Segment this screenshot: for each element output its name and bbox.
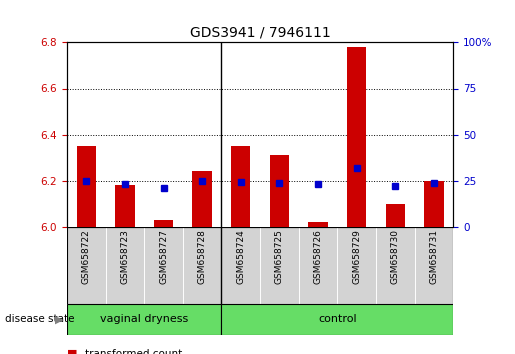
Text: GSM658730: GSM658730 — [391, 229, 400, 284]
Text: GSM658725: GSM658725 — [275, 229, 284, 284]
Text: disease state: disease state — [5, 314, 75, 325]
Bar — [221, 227, 260, 304]
Bar — [415, 227, 453, 304]
Title: GDS3941 / 7946111: GDS3941 / 7946111 — [190, 26, 331, 40]
Bar — [221, 304, 453, 335]
Bar — [270, 155, 289, 227]
Bar — [67, 304, 221, 335]
Bar — [231, 146, 250, 227]
Text: vaginal dryness: vaginal dryness — [100, 314, 188, 325]
Bar — [376, 227, 415, 304]
Bar — [299, 227, 337, 304]
Text: GSM658726: GSM658726 — [314, 229, 322, 284]
Bar — [67, 227, 106, 304]
Bar — [193, 171, 212, 227]
Bar — [386, 204, 405, 227]
Bar — [260, 227, 299, 304]
Bar — [106, 227, 144, 304]
Text: GSM658724: GSM658724 — [236, 229, 245, 284]
Text: GSM658722: GSM658722 — [82, 229, 91, 284]
Text: GSM658727: GSM658727 — [159, 229, 168, 284]
Bar — [144, 227, 183, 304]
Text: control: control — [318, 314, 356, 325]
Bar — [154, 219, 173, 227]
Bar — [347, 47, 366, 227]
Text: GSM658731: GSM658731 — [430, 229, 438, 284]
Text: ▶: ▶ — [55, 314, 63, 325]
Bar — [183, 227, 221, 304]
Text: GSM658728: GSM658728 — [198, 229, 207, 284]
Text: GSM658723: GSM658723 — [121, 229, 129, 284]
Bar — [424, 181, 443, 227]
Text: ■: ■ — [67, 349, 77, 354]
Bar — [115, 185, 134, 227]
Text: GSM658729: GSM658729 — [352, 229, 361, 284]
Bar — [337, 227, 376, 304]
Bar — [308, 222, 328, 227]
Text: transformed count: transformed count — [85, 349, 182, 354]
Bar — [77, 146, 96, 227]
